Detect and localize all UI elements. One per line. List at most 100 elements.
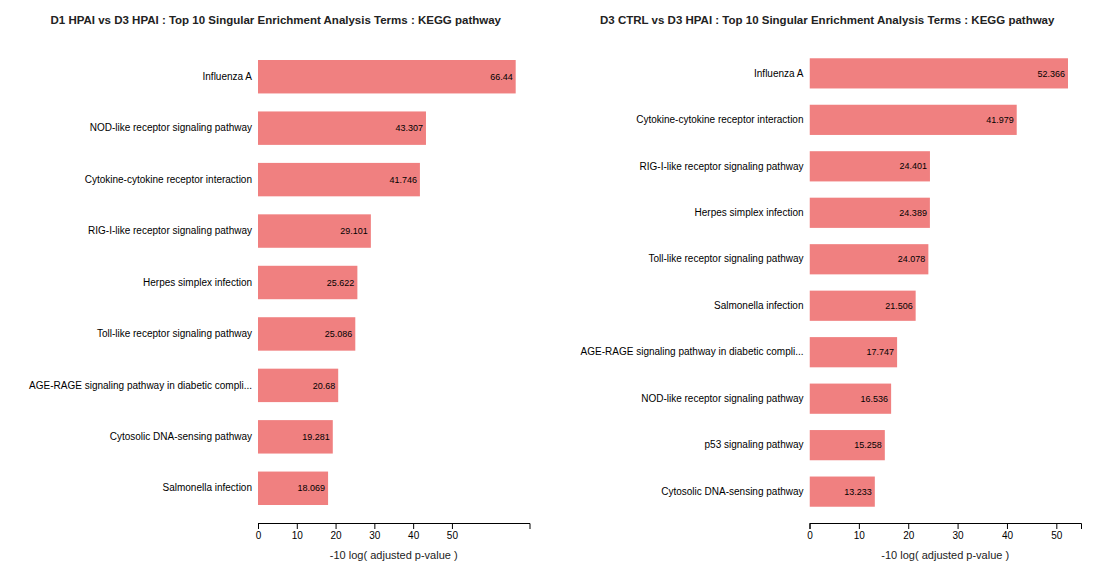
y-tick-label: Cytosolic DNA-sensing pathway [110,431,252,442]
x-tick-mark [958,523,959,529]
bar [810,291,916,321]
y-tick-label: Influenza A [203,71,253,82]
y-tick-label: RIG-I-like receptor signaling pathway [640,161,804,172]
x-tick-mark [336,523,337,529]
x-tick-mark [297,523,298,529]
bar [810,477,875,507]
data-label: 24.389 [899,208,927,218]
data-label: 18.069 [298,483,326,493]
data-label: 66.44 [490,72,513,82]
y-tick-label: Cytokine-cytokine receptor interaction [636,114,803,125]
bar [258,266,357,299]
bar [258,472,328,505]
x-tick: 40 [1002,523,1014,541]
data-label: 21.506 [885,301,913,311]
bar [258,111,426,144]
x-tick: 20 [903,523,915,541]
y-axis: Salmonella infection Cytosolic DNA-sensin… [29,71,258,494]
x-tick-label: 10 [292,530,304,541]
bar [810,384,892,414]
y-tick: Cytokine-cytokine receptor interaction [85,174,258,185]
data-label: 41.746 [389,175,417,185]
x-tick: 30 [369,523,381,541]
x-tick-mark [1007,523,1008,529]
bar [810,151,930,181]
y-tick: NOD-like receptor signaling pathway [641,393,809,404]
x-tick: 50 [1051,523,1063,541]
x-tick-mark [908,523,909,529]
x-axis-title: -10 log( adjusted p-value ) [330,549,458,561]
y-tick-label: Herpes simplex infection [143,277,252,288]
x-tick: 0 [807,523,813,541]
x-tick: 30 [953,523,965,541]
y-tick: Herpes simplex infection [143,277,258,288]
x-axis-title: -10 log( adjusted p-value ) [881,549,1009,561]
y-tick: NOD-like receptor signaling pathway [90,122,258,133]
y-tick-label: Influenza A [754,68,804,79]
y-tick-label: p53 signaling pathway [705,439,804,450]
bar [258,420,333,453]
bar [810,244,929,274]
x-axis: 01020304050 [256,523,530,541]
data-label: 24.401 [899,161,927,171]
data-label: 43.307 [395,123,423,133]
y-tick: p53 signaling pathway [705,439,810,450]
y-tick-label: NOD-like receptor signaling pathway [90,122,252,133]
x-tick-mark [413,523,414,529]
y-tick: Herpes simplex infection [695,207,810,218]
x-tick-label: 50 [447,530,459,541]
y-tick-label: RIG-I-like receptor signaling pathway [88,225,252,236]
x-tick-label: 30 [953,530,965,541]
x-tick-mark [1056,523,1057,529]
y-tick: Salmonella infection [163,482,259,493]
y-tick: AGE-RAGE signaling pathway in diabetic c… [29,380,258,391]
data-label: 25.622 [327,278,355,288]
y-tick: Cytokine-cytokine receptor interaction [636,114,809,125]
bar [810,198,930,228]
data-label: 25.086 [325,329,353,339]
y-tick: Cytosolic DNA-sensing pathway [661,486,809,497]
y-tick: Toll-like receptor signaling pathway [648,253,809,264]
x-tick-label: 40 [1002,530,1014,541]
data-label: 16.536 [861,394,889,404]
title: D3 CTRL vs D3 HPAI : Top 10 Singular Enr… [600,14,1055,26]
title: D1 HPAI vs D3 HPAI : Top 10 Singular Enr… [50,14,501,26]
bar [810,430,885,460]
y-tick: RIG-I-like receptor signaling pathway [88,225,258,236]
data-label: 20.68 [313,381,336,391]
y-tick-label: Cytosolic DNA-sensing pathway [661,486,803,497]
x-tick-label: 0 [807,530,813,541]
bars [258,60,516,505]
y-tick-label: Herpes simplex infection [695,207,804,218]
y-axis: Cytosolic DNA-sensing pathway p53 signali… [581,68,810,497]
y-tick-label: Toll-like receptor signaling pathway [97,328,252,339]
x-tick-label: 20 [903,530,915,541]
y-tick: Influenza A [203,71,258,82]
y-tick-label: NOD-like receptor signaling pathway [641,393,803,404]
x-tick: 0 [256,523,262,541]
x-tick-mark [859,523,860,529]
plot-area: 0 10 20 30 40 50 Cytosolic DNA-sensing pathway… [581,58,1082,561]
data-label: 19.281 [302,432,330,442]
x-tick-mark [810,523,811,529]
bar [258,163,420,196]
x-axis: 0 10 20 30 40 50 [807,523,1081,541]
y-tick: Toll-like receptor signaling pathway [97,328,258,339]
data-label: 15.258 [854,440,882,450]
x-tick-label: 40 [408,530,420,541]
x-tick-mark [374,523,375,529]
x-tick: 10 [854,523,866,541]
bar [258,369,338,402]
data-labels: 13.23315.25816.53617.74721.50624.07824.3… [844,69,1065,497]
y-tick-label: Cytokine-cytokine receptor interaction [85,174,252,185]
figure: D1 HPAI vs D3 HPAI : Top 10 Singular Enr… [0,0,1103,571]
data-label: 41.979 [986,115,1014,125]
y-tick-label: Salmonella infection [714,300,804,311]
x-axis-line [259,524,531,530]
y-tick: Salmonella infection [714,300,810,311]
y-tick-label: Salmonella infection [163,482,253,493]
y-tick: Cytosolic DNA-sensing pathway [110,431,258,442]
bars [810,58,1068,506]
data-label: 24.078 [898,254,926,264]
bar [258,317,355,350]
